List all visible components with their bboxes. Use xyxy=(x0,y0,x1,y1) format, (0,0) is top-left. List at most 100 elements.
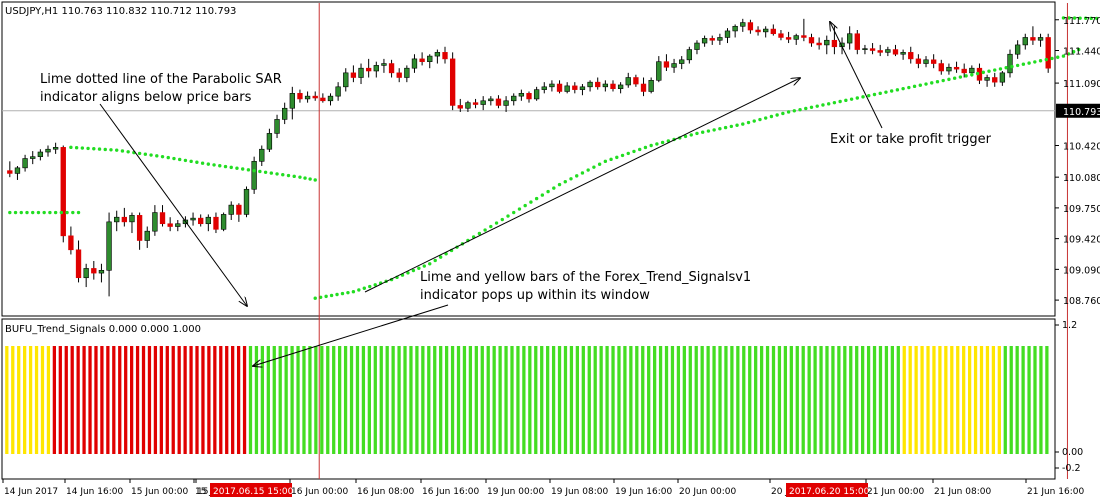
time-tick-label: 14 Jun 2017 xyxy=(4,487,58,497)
signal-bar xyxy=(611,346,615,454)
candle-body xyxy=(602,83,609,88)
candle xyxy=(98,263,105,283)
candle-body xyxy=(129,215,135,223)
candle xyxy=(953,61,960,73)
time-tick-label: 16 Jun 16:00 xyxy=(422,487,479,497)
signal-bar xyxy=(141,346,146,454)
psar-dot xyxy=(781,111,785,116)
signal-bar xyxy=(546,346,550,454)
psar-dot xyxy=(935,79,940,84)
candle xyxy=(908,46,914,64)
candle-body xyxy=(671,63,677,68)
candle-body xyxy=(663,61,670,68)
signal-bar xyxy=(498,346,502,454)
candle xyxy=(381,58,387,73)
candle xyxy=(679,56,685,70)
psar-dot xyxy=(318,295,323,300)
psar-dot xyxy=(763,116,768,120)
candle-body xyxy=(847,33,853,44)
signal-bar xyxy=(706,346,710,454)
signal-bar xyxy=(260,346,265,454)
candle-body xyxy=(251,161,257,190)
time-tick-label: 20 Jun 00:00 xyxy=(679,487,736,497)
candle-body xyxy=(343,72,349,88)
signal-bar xyxy=(629,346,633,454)
price-tick-label: 109.750 xyxy=(1063,204,1100,215)
candle xyxy=(495,95,502,109)
candle-body xyxy=(289,93,295,109)
candle xyxy=(68,226,74,255)
signal-bar xyxy=(17,346,21,454)
candle-body xyxy=(442,52,448,60)
time-tick-label: 21 Jun 08:00 xyxy=(934,487,991,497)
candle-body xyxy=(610,83,616,89)
signal-bar xyxy=(831,346,835,454)
psar-dot xyxy=(281,173,285,177)
candle xyxy=(854,30,860,55)
psar-dot xyxy=(1056,55,1060,59)
candle-body xyxy=(266,133,273,150)
signal-bar xyxy=(510,346,514,454)
price-tick-label: 111.770 xyxy=(1063,16,1100,27)
candle xyxy=(121,207,128,227)
candle-body xyxy=(304,95,311,100)
candle-body xyxy=(770,28,776,35)
psar-dot xyxy=(546,189,550,194)
candle xyxy=(114,210,120,232)
signal-bar xyxy=(855,346,859,454)
psar-dot xyxy=(993,68,997,72)
signal-bar xyxy=(70,346,74,454)
signal-bar xyxy=(664,346,669,454)
psar-dot xyxy=(189,159,193,164)
psar-dot xyxy=(433,258,437,263)
psar-dot xyxy=(849,97,854,101)
signal-bar xyxy=(284,346,288,454)
candle-body xyxy=(243,188,250,215)
signal-bar xyxy=(433,346,437,454)
psar-dot xyxy=(729,124,734,129)
signal-bar xyxy=(819,346,823,454)
psar-dot xyxy=(298,175,302,179)
candle xyxy=(640,77,647,97)
signal-bar xyxy=(623,346,627,454)
candle-body xyxy=(778,33,784,38)
candle xyxy=(175,220,181,232)
signal-bar xyxy=(219,346,223,454)
candle-body xyxy=(816,42,822,46)
candle xyxy=(419,52,425,66)
psar-dot xyxy=(901,86,905,91)
signal-bar xyxy=(551,346,556,454)
candle xyxy=(335,82,341,101)
signal-bar xyxy=(1033,346,1037,454)
candle xyxy=(801,18,807,42)
psar-dot xyxy=(912,84,917,89)
candle xyxy=(778,30,784,41)
psar-dot xyxy=(523,203,527,208)
psar-dot xyxy=(313,296,317,300)
candle-body xyxy=(511,95,517,102)
signal-bar xyxy=(296,346,300,454)
candle xyxy=(877,44,883,57)
signal-bar xyxy=(617,346,621,454)
candle-body xyxy=(694,42,700,50)
candle-body xyxy=(45,148,51,153)
candle xyxy=(717,33,723,45)
candle-body xyxy=(992,77,998,83)
candle xyxy=(579,84,586,96)
psar-dot xyxy=(500,217,504,222)
price-tick-label: 109.420 xyxy=(1063,235,1100,246)
psar-dot xyxy=(172,156,176,161)
candle xyxy=(30,151,36,165)
candle xyxy=(37,149,44,161)
signal-bar xyxy=(308,346,312,454)
candle-body xyxy=(1030,37,1036,41)
candle xyxy=(900,49,906,60)
psar-dot xyxy=(592,165,596,169)
signal-bar xyxy=(563,346,568,454)
arrow-signal xyxy=(253,304,449,366)
candle xyxy=(885,46,891,57)
candle-body xyxy=(518,93,525,97)
candle-body xyxy=(831,39,838,48)
time-tick-label: 21 Jun 16:00 xyxy=(1027,487,1084,497)
candle-body xyxy=(633,77,639,85)
